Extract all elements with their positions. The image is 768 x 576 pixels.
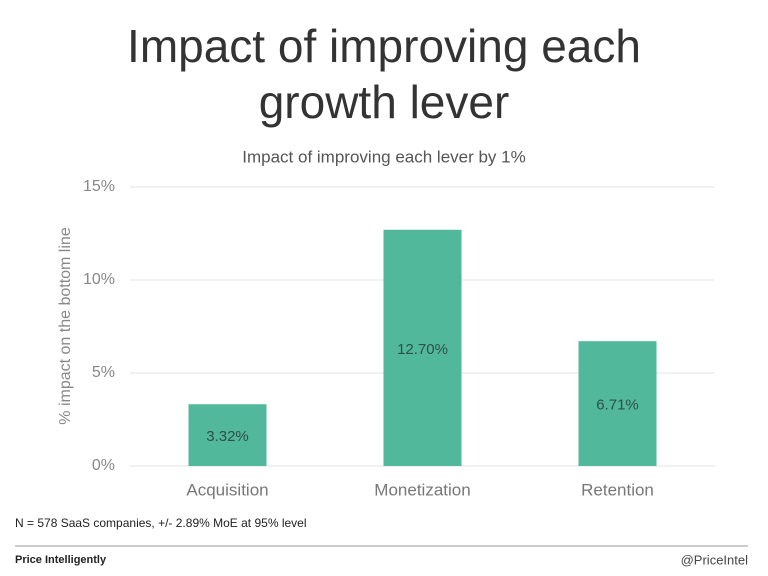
brand: Price Intelligently xyxy=(15,554,107,566)
bar xyxy=(383,229,462,466)
footnote: N = 578 SaaS companies, +/- 2.89% MoE at… xyxy=(15,516,307,530)
x-tick-label: Retention xyxy=(581,480,654,499)
x-tick-label: Acquisition xyxy=(186,480,268,499)
value-label: 12.70% xyxy=(397,341,448,358)
y-tick-label: 0% xyxy=(92,457,115,474)
x-tick-label: Monetization xyxy=(374,480,470,499)
bar xyxy=(188,404,267,466)
y-tick-label: 10% xyxy=(83,271,115,288)
slide-title: Impact of improving each growth lever xyxy=(127,20,641,128)
y-tick-label: 15% xyxy=(83,178,115,195)
bar xyxy=(578,341,657,466)
value-label: 3.32% xyxy=(206,428,249,445)
y-axis-label: % impact on the bottom line xyxy=(57,227,74,425)
handle: @PriceIntel xyxy=(681,552,748,567)
value-label: 6.71% xyxy=(596,397,639,414)
y-tick-label: 5% xyxy=(92,364,115,381)
chart-subtitle: Impact of improving each lever by 1% xyxy=(242,147,525,166)
